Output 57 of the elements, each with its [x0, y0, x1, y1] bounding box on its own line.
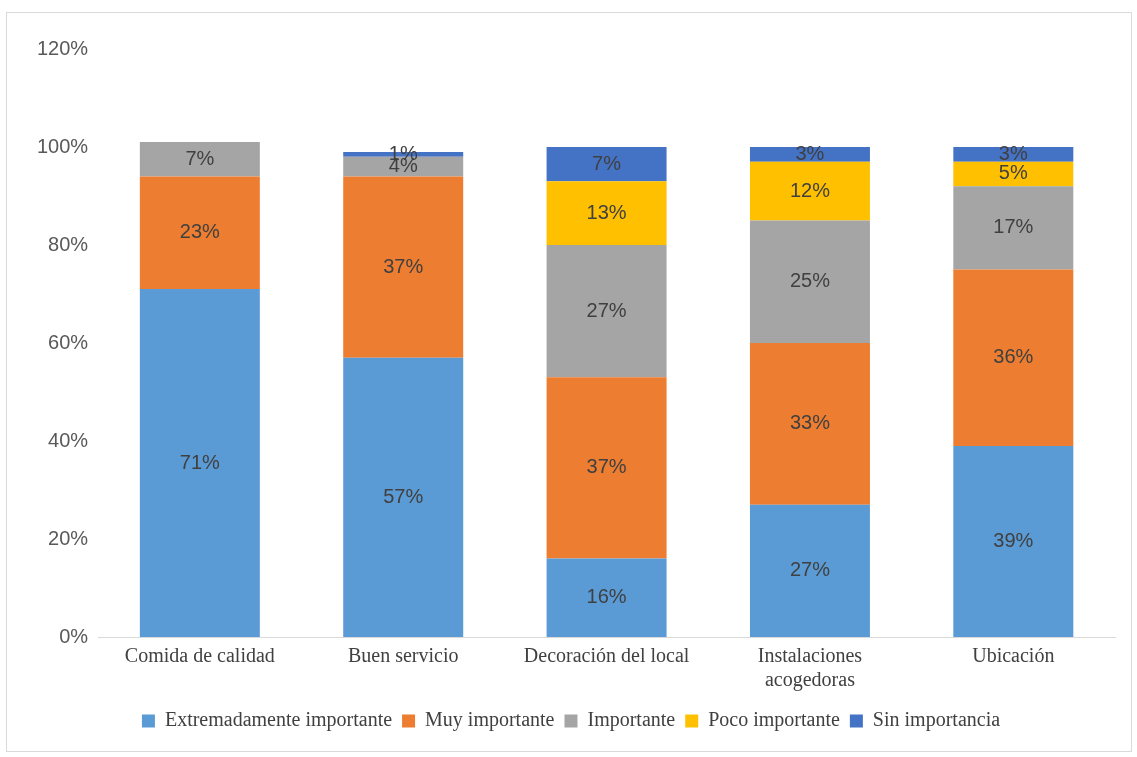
x-tick-label: Comida de calidad — [124, 644, 275, 667]
bar — [749, 161, 870, 221]
data-label: 16% — [586, 585, 627, 608]
bar — [139, 142, 260, 177]
data-label: 33% — [789, 411, 831, 434]
bar — [749, 220, 870, 343]
data-label: 36% — [993, 345, 1034, 368]
y-tick-label: 120% — [37, 36, 89, 59]
legend-label: Muy importante — [425, 708, 555, 732]
bar — [953, 269, 1074, 446]
x-tick-label: Ubicación — [972, 644, 1055, 667]
x-tick-label: Instalaciones acogedoras — [757, 644, 863, 692]
data-label: 37% — [383, 254, 424, 277]
bar — [953, 186, 1074, 270]
bar — [139, 289, 260, 637]
data-label: 13% — [586, 200, 627, 223]
bar — [953, 147, 1074, 162]
y-tick-label: 40% — [48, 428, 89, 451]
bar — [546, 377, 667, 559]
data-label: 37% — [586, 455, 627, 478]
bar — [343, 357, 464, 637]
bar — [139, 176, 260, 290]
y-tick-label: 0% — [59, 624, 89, 647]
bar — [749, 147, 870, 162]
bar — [953, 445, 1074, 637]
data-label: 7% — [185, 146, 215, 169]
data-label: 71% — [179, 450, 221, 473]
bar — [953, 161, 1074, 187]
x-tick-label: Buen servicio — [347, 644, 459, 667]
data-label: 57% — [383, 484, 424, 507]
y-tick-label: 20% — [48, 526, 89, 549]
data-label: 5% — [998, 161, 1028, 184]
bar — [546, 181, 667, 245]
legend-label: Sin importancia — [872, 708, 1001, 732]
bar — [749, 343, 870, 505]
data-label: 3% — [795, 141, 825, 164]
bar — [749, 504, 870, 637]
legend-label: Poco importante — [708, 708, 840, 732]
data-label: 7% — [592, 151, 622, 174]
bar — [343, 176, 464, 358]
legend-label: Importante — [587, 708, 676, 732]
data-label: 25% — [789, 269, 831, 292]
data-label: 17% — [993, 215, 1034, 238]
bar — [546, 245, 667, 378]
data-label: 27% — [586, 298, 627, 321]
y-tick-label: 80% — [48, 232, 89, 255]
x-tick-label: Decoración del local — [523, 644, 690, 667]
y-tick-label: 60% — [48, 330, 89, 353]
data-label: 23% — [179, 220, 221, 243]
bar — [546, 147, 667, 182]
y-tick-label: 100% — [37, 134, 89, 157]
bar — [546, 558, 667, 637]
data-label: 39% — [993, 528, 1034, 551]
legend-label: Extremadamente importante — [164, 708, 393, 732]
data-label: 3% — [998, 141, 1028, 164]
data-label: 27% — [789, 558, 831, 581]
data-label: 12% — [789, 178, 831, 201]
